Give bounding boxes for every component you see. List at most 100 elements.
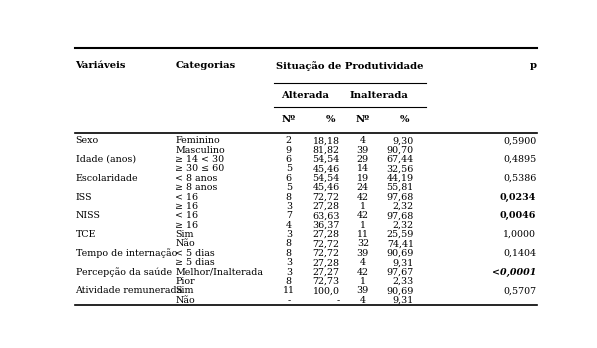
Text: 2,33: 2,33 [392, 277, 414, 286]
Text: Categorias: Categorias [176, 61, 236, 70]
Text: Sexo: Sexo [76, 136, 99, 145]
Text: Feminino: Feminino [176, 136, 220, 145]
Text: 0,4895: 0,4895 [503, 155, 536, 164]
Text: 97,68: 97,68 [386, 192, 414, 201]
Text: 1: 1 [360, 221, 366, 230]
Text: 90,70: 90,70 [387, 146, 414, 155]
Text: ≥ 8 anos: ≥ 8 anos [176, 183, 218, 192]
Text: 1: 1 [360, 277, 366, 286]
Text: 8: 8 [286, 249, 292, 258]
Text: 1: 1 [360, 202, 366, 211]
Text: 81,82: 81,82 [313, 146, 340, 155]
Text: 32,56: 32,56 [386, 164, 414, 173]
Text: <0,0001: <0,0001 [492, 268, 536, 277]
Text: Escolaridade: Escolaridade [76, 174, 138, 183]
Text: 8: 8 [286, 192, 292, 201]
Text: 97,68: 97,68 [386, 211, 414, 220]
Text: 3: 3 [286, 230, 292, 239]
Text: 0,0234: 0,0234 [500, 192, 536, 201]
Text: 8: 8 [286, 277, 292, 286]
Text: 2,32: 2,32 [393, 221, 414, 230]
Text: 42: 42 [357, 211, 369, 220]
Text: 72,73: 72,73 [313, 277, 340, 286]
Text: 3: 3 [286, 268, 292, 277]
Text: 29: 29 [357, 155, 369, 164]
Text: Inalterada: Inalterada [350, 91, 408, 100]
Text: Nº: Nº [356, 115, 370, 124]
Text: Masculino: Masculino [176, 146, 225, 155]
Text: Tempo de internação: Tempo de internação [76, 248, 177, 258]
Text: Situação de Produtividade: Situação de Produtividade [276, 61, 424, 71]
Text: 72,72: 72,72 [313, 249, 340, 258]
Text: 5: 5 [286, 164, 292, 173]
Text: -: - [337, 296, 340, 305]
Text: Melhor/Inalterada: Melhor/Inalterada [176, 268, 263, 277]
Text: 63,63: 63,63 [312, 211, 340, 220]
Text: 39: 39 [357, 286, 369, 295]
Text: 6: 6 [286, 155, 292, 164]
Text: 4: 4 [360, 258, 366, 267]
Text: 19: 19 [357, 174, 369, 183]
Text: Idade (anos): Idade (anos) [76, 155, 136, 164]
Text: 54,54: 54,54 [312, 174, 340, 183]
Text: 18,18: 18,18 [313, 136, 340, 145]
Text: < 16: < 16 [176, 211, 199, 220]
Text: 45,46: 45,46 [312, 164, 340, 173]
Text: Não: Não [176, 239, 195, 248]
Text: 32: 32 [357, 239, 369, 248]
Text: 27,28: 27,28 [313, 258, 340, 267]
Text: 90,69: 90,69 [386, 286, 414, 295]
Text: ≥ 16: ≥ 16 [176, 202, 199, 211]
Text: 14: 14 [357, 164, 369, 173]
Text: 100,0: 100,0 [313, 286, 340, 295]
Text: Atividade remunerada: Atividade remunerada [76, 286, 183, 295]
Text: 39: 39 [357, 249, 369, 258]
Text: 54,54: 54,54 [312, 155, 340, 164]
Text: ≥ 14 < 30: ≥ 14 < 30 [176, 155, 224, 164]
Text: 42: 42 [357, 192, 369, 201]
Text: Não: Não [176, 296, 195, 305]
Text: 97,67: 97,67 [386, 268, 414, 277]
Text: 3: 3 [286, 258, 292, 267]
Text: 0,0046: 0,0046 [500, 211, 536, 220]
Text: NISS: NISS [76, 211, 100, 220]
Text: 7: 7 [286, 211, 292, 220]
Text: < 8 anos: < 8 anos [176, 174, 218, 183]
Text: Sim: Sim [176, 230, 194, 239]
Text: 27,28: 27,28 [313, 202, 340, 211]
Text: 27,28: 27,28 [313, 230, 340, 239]
Text: %: % [326, 115, 336, 124]
Text: 74,41: 74,41 [387, 239, 414, 248]
Text: TCE: TCE [76, 230, 96, 239]
Text: 72,72: 72,72 [313, 239, 340, 248]
Text: %: % [400, 115, 410, 124]
Text: -: - [287, 296, 291, 305]
Text: 72,72: 72,72 [313, 192, 340, 201]
Text: Percepção da saúde: Percepção da saúde [76, 267, 172, 277]
Text: Nº: Nº [282, 115, 296, 124]
Text: 2,32: 2,32 [393, 202, 414, 211]
Text: 9,31: 9,31 [392, 296, 414, 305]
Text: 4: 4 [360, 296, 366, 305]
Text: 39: 39 [357, 146, 369, 155]
Text: 9,30: 9,30 [392, 136, 414, 145]
Text: ≥ 30 ≤ 60: ≥ 30 ≤ 60 [176, 164, 224, 173]
Text: 1,0000: 1,0000 [503, 230, 536, 239]
Text: 67,44: 67,44 [387, 155, 414, 164]
Text: 55,81: 55,81 [386, 183, 414, 192]
Text: < 16: < 16 [176, 192, 199, 201]
Text: 4: 4 [286, 221, 292, 230]
Text: 11: 11 [283, 286, 295, 295]
Text: Pior: Pior [176, 277, 195, 286]
Text: ISS: ISS [76, 192, 92, 201]
Text: Variáveis: Variáveis [76, 61, 126, 70]
Text: ≥ 16: ≥ 16 [176, 221, 199, 230]
Text: 36,37: 36,37 [312, 221, 340, 230]
Text: 24: 24 [357, 183, 369, 192]
Text: p: p [530, 61, 536, 70]
Text: 0,5386: 0,5386 [503, 174, 536, 183]
Text: 6: 6 [286, 174, 292, 183]
Text: 0,5707: 0,5707 [503, 286, 536, 295]
Text: 3: 3 [286, 202, 292, 211]
Text: 2: 2 [286, 136, 292, 145]
